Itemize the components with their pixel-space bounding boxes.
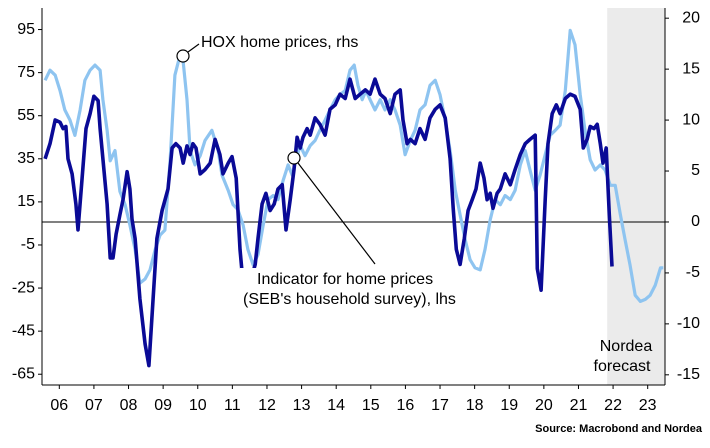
x-tick-label: 10 (189, 397, 207, 414)
y2-tick-label: 15 (682, 60, 700, 77)
x-tick-label: 19 (500, 397, 518, 414)
x-tick-label: 14 (327, 397, 345, 414)
annotation: HOX home prices, rhs (201, 34, 358, 51)
x-tick-label: 09 (154, 397, 172, 414)
annotation-bg (240, 268, 472, 310)
x-tick-label: 08 (120, 397, 138, 414)
annotation-marker (287, 151, 301, 165)
series-line (43, 28, 664, 303)
forecast-label: Nordea (600, 338, 653, 355)
forecast-label: forecast (594, 358, 651, 375)
y-tick-label: -25 (12, 279, 35, 296)
annotation-leader (297, 162, 376, 265)
y-tick-label: -45 (12, 322, 35, 339)
x-tick-label: 23 (639, 397, 657, 414)
x-tick-label: 07 (85, 397, 103, 414)
y2-tick-label: 10 (682, 111, 700, 128)
y2-tick-label: -15 (677, 366, 700, 383)
annotation: Indicator for home prices (257, 271, 433, 288)
x-tick-label: 06 (50, 397, 68, 414)
x-tick-label: 12 (258, 397, 276, 414)
y2-tick-label: -5 (686, 264, 700, 281)
y2-tick-label: -10 (677, 315, 700, 332)
x-tick-label: 16 (397, 397, 415, 414)
x-tick-label: 20 (535, 397, 553, 414)
x-tick-label: 22 (604, 397, 622, 414)
x-tick-label: 15 (362, 397, 380, 414)
annotation-leader (187, 43, 200, 53)
y-tick-label: -65 (12, 365, 35, 382)
y-tick-label: 75 (17, 64, 35, 81)
x-tick-label: 17 (431, 397, 449, 414)
y-tick-label: 15 (17, 193, 35, 210)
x-tick-label: 11 (224, 397, 241, 414)
x-tick-label: 21 (570, 397, 588, 414)
source: Source: Macrobond and Nordea (535, 423, 703, 435)
annotation: (SEB's household survey), lhs (243, 291, 456, 308)
y2-tick-label: 5 (691, 162, 700, 179)
y-tick-label: 95 (17, 21, 35, 38)
y-tick-label: 35 (17, 150, 35, 167)
annotation-marker (176, 49, 190, 63)
y2-tick-label: 0 (691, 213, 700, 230)
y-tick-label: -5 (21, 236, 35, 253)
x-tick-label: 18 (466, 397, 484, 414)
x-tick-label: 13 (293, 397, 311, 414)
series-line (43, 77, 614, 368)
y-tick-label: 55 (17, 107, 35, 124)
y2-tick-label: 20 (682, 9, 700, 26)
